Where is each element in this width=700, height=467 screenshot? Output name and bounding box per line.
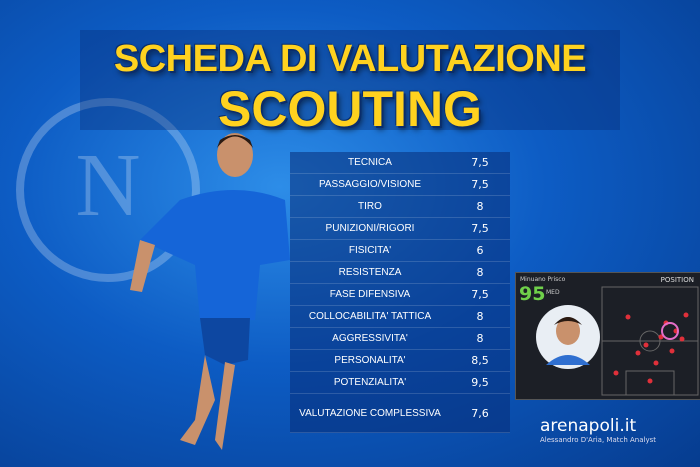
author: Alessandro D'Aria, Match Analyst (540, 436, 656, 444)
score: 7,6 (471, 406, 489, 420)
position-label: POSITION (660, 276, 694, 284)
card-art (536, 286, 699, 396)
table-row: FASE DIFENSIVA 7,5 (290, 284, 510, 306)
table-row: PERSONALITA' 8,5 (290, 350, 510, 372)
player-card: Minuano Prisco 95 MED POSITION (515, 272, 700, 400)
score: 7,5 (471, 178, 489, 191)
table-row: PUNIZIONI/RIGORI 7,5 (290, 218, 510, 240)
role: MED (546, 289, 560, 296)
table-row: POTENZIALITA' 9,5 (290, 372, 510, 394)
criterion: RESISTENZA (338, 267, 402, 278)
player-figure (130, 133, 290, 450)
footer: arenapoli.it Alessandro D'Aria, Match An… (540, 416, 656, 444)
score: 8 (476, 200, 484, 213)
score: 7,5 (471, 156, 489, 169)
heatmap (613, 312, 689, 384)
score: 8 (476, 332, 484, 345)
criterion: COLLOCABILITA' TATTICA (308, 311, 432, 322)
criterion: VALUTAZIONE COMPLESSIVA (299, 407, 441, 419)
title: SCHEDA DI VALUTAZIONE (113, 38, 587, 80)
score: 8 (476, 266, 484, 279)
rating: 95 (519, 283, 546, 305)
table-row: AGGRESSIVITA' 8 (290, 328, 510, 350)
criterion: PASSAGGIO/VISIONE (318, 179, 422, 190)
club-logo-letter: N (76, 136, 141, 235)
brand: arenapoli.it (540, 416, 637, 436)
score: 9,5 (471, 376, 489, 389)
club-logo (16, 98, 200, 282)
player-name: Minuano Prisco (520, 276, 566, 283)
criterion: TECNICA (348, 157, 392, 168)
score: 7,5 (471, 222, 489, 235)
title-band (80, 30, 620, 130)
criterion: FASE DIFENSIVA (329, 289, 411, 300)
criterion: AGGRESSIVITA' (332, 333, 408, 344)
table-row: VALUTAZIONE COMPLESSIVA 7,6 (290, 394, 510, 433)
criterion: FISICITA' (348, 245, 392, 256)
ratings-table: TECNICA 7,5 PASSAGGIO/VISIONE 7,5 TIRO 8 PUNIZ… (290, 152, 510, 433)
score: 7,5 (471, 288, 489, 301)
pitch (601, 286, 699, 396)
score: 6 (476, 244, 484, 257)
score: 8,5 (471, 354, 489, 367)
photo-face (556, 317, 580, 345)
table-row: PASSAGGIO/VISIONE 7,5 (290, 174, 510, 196)
table-row: TECNICA 7,5 (290, 152, 510, 174)
subtitle: SCOUTING (218, 81, 482, 137)
table-row: COLLOCABILITA' TATTICA 8 (290, 306, 510, 328)
photo-shirt (546, 355, 590, 365)
criterion: TIRO (358, 201, 382, 212)
table-row: TIRO 8 (290, 196, 510, 218)
criterion: POTENZIALITA' (333, 377, 407, 388)
criterion: PERSONALITA' (334, 355, 406, 366)
criterion: PUNIZIONI/RIGORI (325, 223, 415, 234)
photo-hair (554, 317, 582, 325)
table-row: FISICITA' 6 (290, 240, 510, 262)
table-row: RESISTENZA 8 (290, 262, 510, 284)
score: 8 (476, 310, 484, 323)
